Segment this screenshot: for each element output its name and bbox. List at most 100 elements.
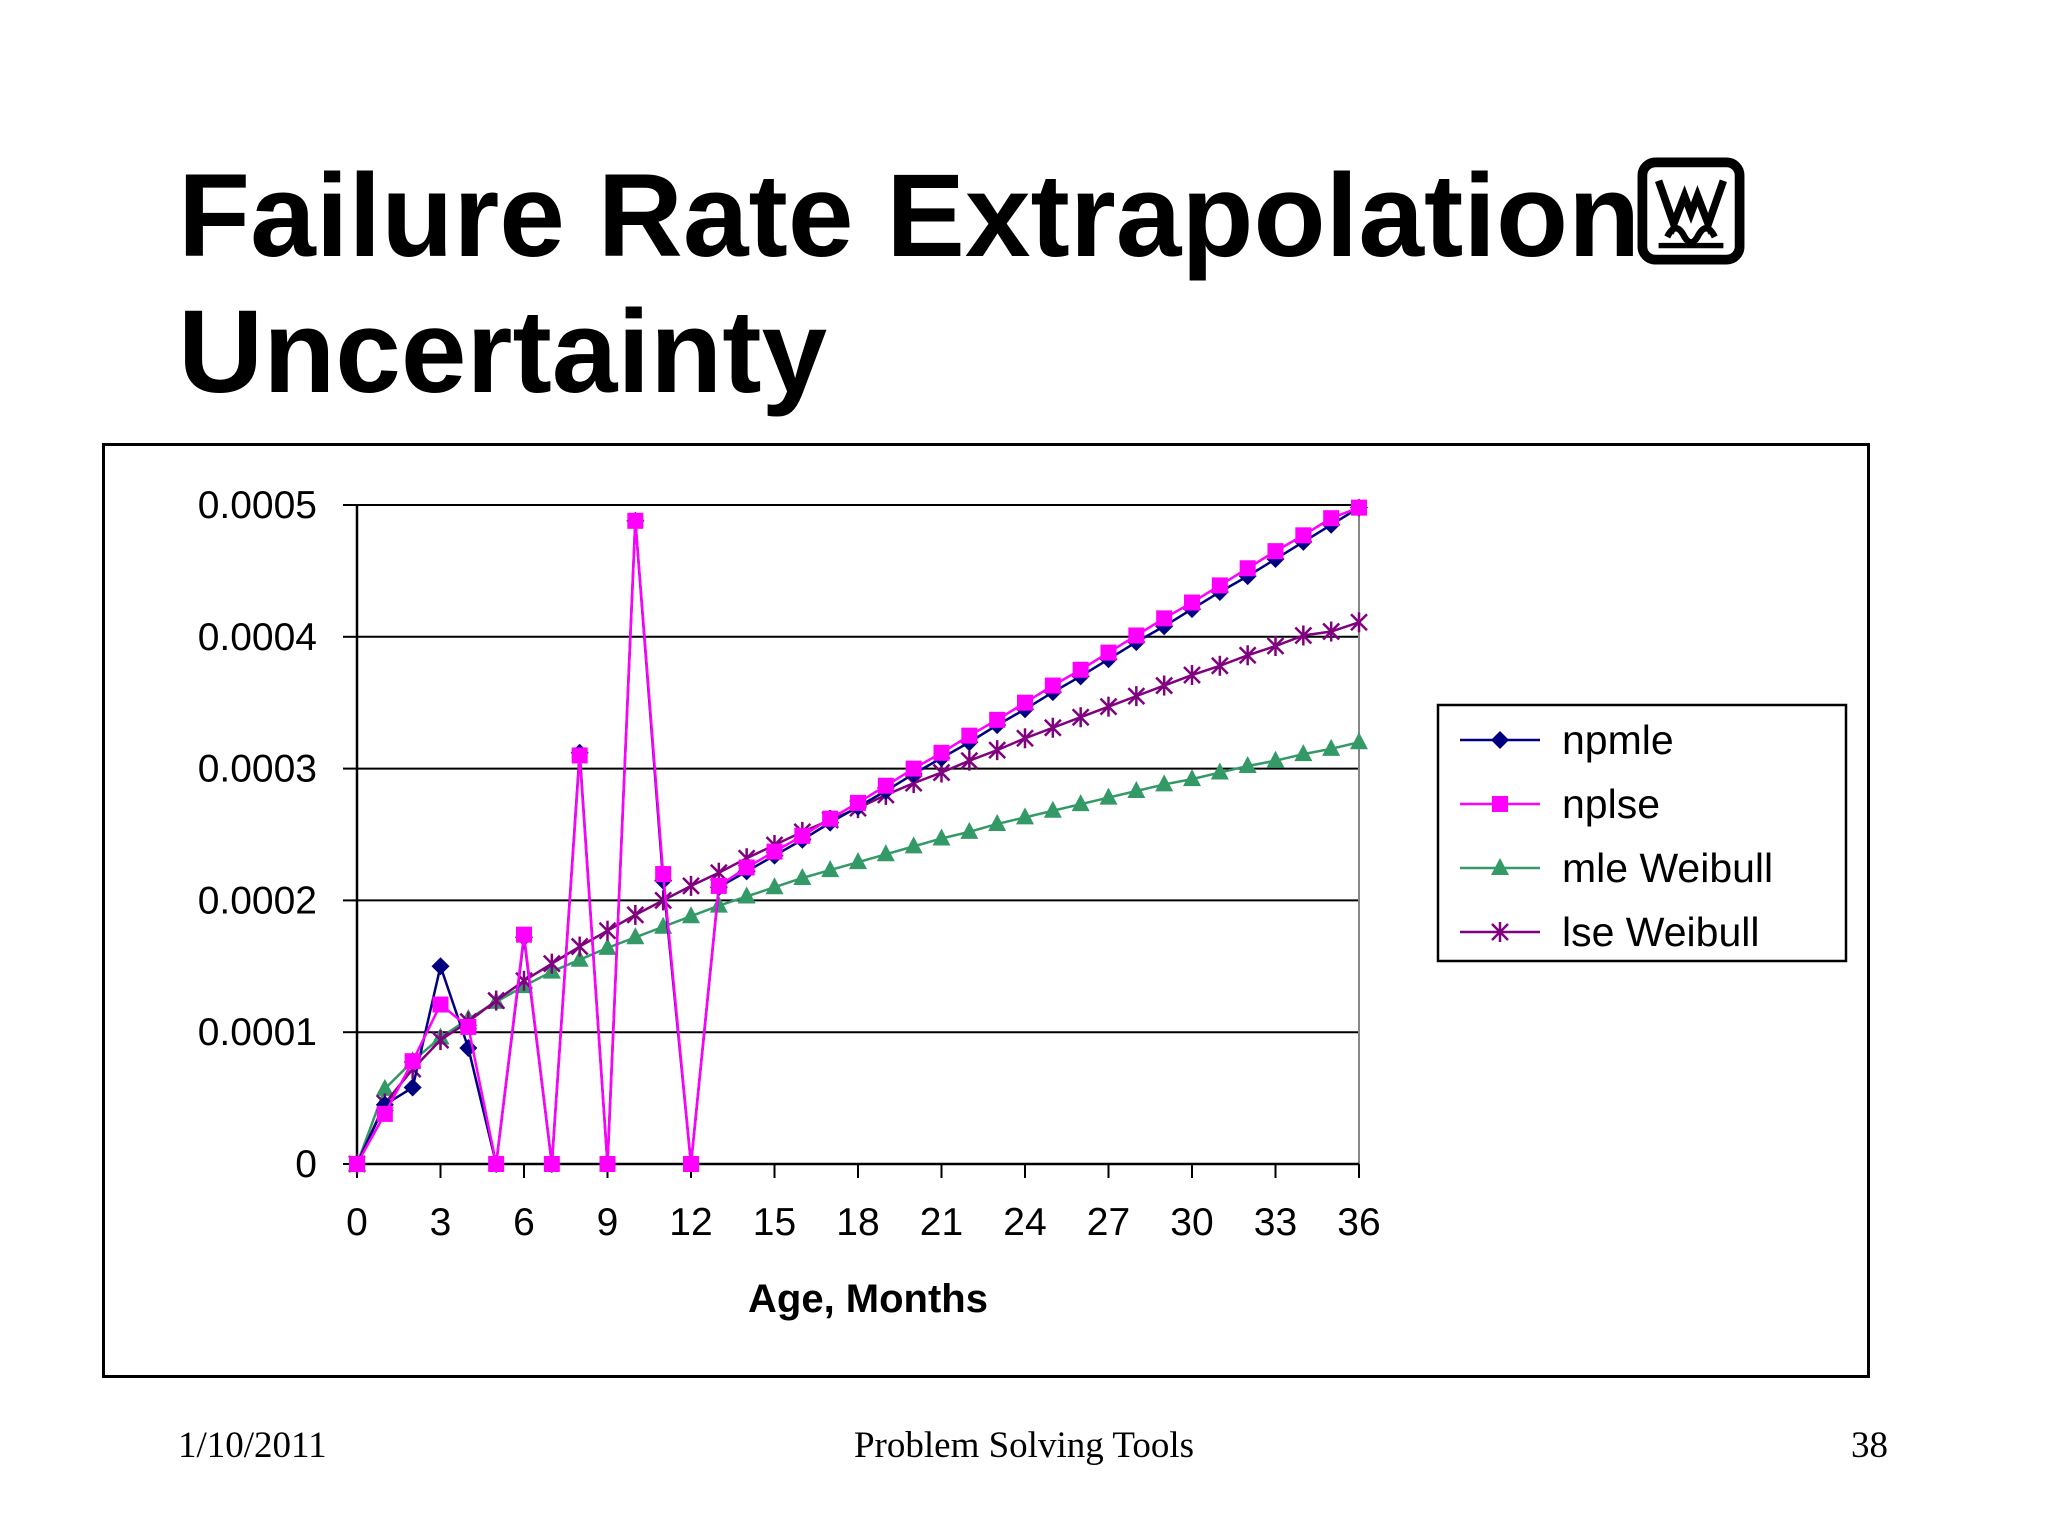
data-point-square — [599, 1156, 616, 1172]
data-point-square — [376, 1105, 393, 1122]
slide-title-line-2: Uncertainty — [178, 286, 828, 418]
y-tick-label: 0 — [295, 1143, 317, 1186]
data-point-square — [627, 512, 644, 529]
data-point-triangle — [1294, 744, 1313, 762]
data-point-square — [961, 727, 978, 744]
chart-frame: 0 0.0001 0.0002 0.0003 0.0004 0.0005 0 3 6 9 12 15 1… — [102, 443, 1870, 1378]
data-point-square — [516, 926, 532, 943]
data-point-asterisk — [570, 936, 589, 957]
data-point-triangle — [709, 895, 728, 913]
data-point-square — [432, 996, 449, 1013]
x-tick-label: 24 — [1003, 1201, 1046, 1244]
data-point-square — [1351, 499, 1367, 516]
series-lse-weibull — [348, 612, 1368, 1174]
data-point-triangle — [1127, 781, 1146, 799]
data-point-asterisk — [1043, 717, 1062, 738]
data-point-square — [1295, 527, 1312, 544]
data-point-triangle — [793, 867, 812, 885]
data-point-triangle — [737, 886, 756, 904]
data-point-square — [933, 744, 950, 761]
data-point-triangle — [904, 836, 923, 854]
data-point-triangle — [570, 949, 589, 967]
data-point-square — [905, 760, 922, 777]
data-point-triangle — [1266, 750, 1285, 768]
data-point-asterisk — [654, 890, 673, 911]
data-point-square — [488, 1156, 505, 1172]
data-point-asterisk — [431, 1030, 450, 1051]
data-point-triangle — [821, 860, 840, 878]
x-tick-label: 15 — [753, 1201, 796, 1244]
data-point-square — [738, 859, 755, 876]
legend-item-lse-weibull: lse Weibull — [1460, 909, 1760, 955]
data-point-triangle — [1350, 732, 1368, 750]
data-point-asterisk — [1155, 675, 1174, 696]
legend-label: npmle — [1562, 717, 1674, 763]
data-point-square — [683, 1156, 699, 1172]
data-point-square — [1072, 661, 1089, 678]
data-point-square — [850, 794, 866, 811]
x-tick-label: 3 — [430, 1201, 452, 1244]
data-point-square — [1100, 644, 1117, 661]
data-point-square — [1128, 627, 1145, 644]
data-point-diamond — [403, 1078, 422, 1097]
series-line — [355, 506, 1360, 1165]
data-point-asterisk — [1071, 707, 1090, 728]
data-point-asterisk — [1127, 686, 1146, 707]
data-point-square — [877, 777, 894, 794]
slide-title: Failure Rate Extrapolation Uncertainty — [178, 148, 1878, 420]
data-point-square — [543, 1156, 560, 1172]
data-point-triangle — [375, 1078, 394, 1096]
x-tick-label: 6 — [513, 1201, 535, 1244]
data-point-square — [1017, 694, 1033, 711]
y-tick-label: 0.0005 — [198, 484, 317, 527]
y-tick-label: 0.0002 — [198, 879, 317, 922]
x-tick-label: 27 — [1087, 1201, 1130, 1244]
data-point-square — [822, 810, 839, 827]
data-point-square — [1239, 560, 1256, 577]
data-point-square — [1211, 577, 1228, 594]
data-point-square — [655, 866, 672, 883]
y-tick-label: 0.0003 — [198, 748, 317, 791]
data-point-triangle — [849, 852, 867, 870]
data-point-asterisk — [487, 990, 506, 1011]
data-point-asterisk — [1016, 728, 1034, 749]
legend-label: lse Weibull — [1562, 909, 1760, 955]
data-point-triangle — [1043, 800, 1062, 818]
data-point-triangle — [1491, 858, 1509, 875]
data-point-square — [460, 1018, 477, 1035]
data-point-triangle — [626, 927, 645, 945]
x-tick-label: 0 — [346, 1201, 368, 1244]
data-point-asterisk — [1183, 665, 1201, 686]
data-point-triangle — [960, 821, 979, 839]
data-point-triangle — [1322, 738, 1341, 756]
legend-item-nplse: nplse — [1460, 781, 1660, 827]
data-point-square — [989, 711, 1006, 728]
x-tick-label: 9 — [597, 1201, 619, 1244]
data-point-asterisk — [682, 875, 700, 896]
data-point-asterisk — [1210, 655, 1229, 676]
data-point-triangle — [932, 828, 951, 846]
data-point-triangle — [1071, 794, 1090, 812]
data-point-square — [571, 747, 588, 764]
footer-title: Problem Solving Tools — [853, 1425, 1195, 1466]
data-point-square — [1156, 610, 1173, 627]
data-point-square — [1184, 594, 1200, 611]
y-tick-label: 0.0004 — [198, 616, 317, 659]
data-point-triangle — [1016, 807, 1034, 825]
data-point-triangle — [1210, 762, 1229, 780]
series-nplse — [349, 499, 1367, 1172]
data-point-triangle — [1099, 787, 1118, 805]
data-point-asterisk — [960, 750, 979, 771]
data-point-triangle — [876, 844, 895, 862]
data-point-triangle — [765, 877, 784, 895]
x-tick-label: 21 — [920, 1201, 963, 1244]
footer-date: 1/10/2011 — [178, 1425, 327, 1466]
data-point-asterisk — [542, 953, 561, 974]
legend-box — [1436, 703, 1848, 963]
data-point-square — [710, 877, 727, 894]
series-npmle — [348, 498, 1368, 1173]
data-point-square — [1044, 677, 1061, 694]
data-point-triangle — [1183, 769, 1201, 787]
data-point-asterisk — [1294, 625, 1313, 646]
